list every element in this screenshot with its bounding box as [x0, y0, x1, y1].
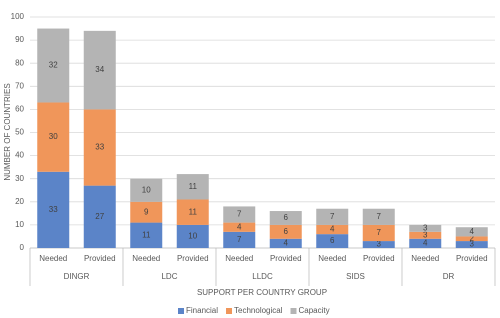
bar-segment: [316, 224, 349, 235]
value-label: 11: [189, 182, 198, 191]
y-tick-label: 90: [15, 35, 24, 44]
y-tick-label: 100: [11, 12, 25, 21]
bar-segment: [455, 241, 488, 248]
value-label: 27: [95, 212, 104, 221]
value-label: 11: [189, 207, 198, 216]
bar-segment: [316, 234, 349, 248]
bar-segment: [37, 171, 70, 248]
x-tick-label: Provided: [363, 254, 395, 263]
legend-label: Capacity: [299, 306, 330, 315]
bar-segment: [316, 208, 349, 225]
bar-segment: [223, 231, 256, 248]
bar-segment: [130, 178, 163, 202]
group-label: LLDC: [252, 272, 273, 281]
value-label: 2: [470, 234, 475, 243]
value-label: 3: [423, 223, 428, 232]
y-axis-title: NUMBER OF COUNTRIES: [3, 83, 12, 180]
bar-segment: [83, 185, 116, 248]
y-tick-label: 30: [15, 174, 24, 183]
value-label: 10: [142, 185, 151, 194]
value-label: 30: [49, 132, 58, 141]
value-label: 3: [470, 240, 475, 249]
bar-segment: [362, 241, 395, 248]
y-tick-label: 70: [15, 81, 24, 90]
value-label: 7: [237, 235, 242, 244]
bar-segment: [176, 224, 209, 248]
bar-segment: [223, 206, 256, 223]
x-tick-label: Needed: [318, 254, 346, 263]
bar-segment: [362, 224, 395, 242]
bar-segment: [409, 231, 442, 239]
legend-swatch: [290, 308, 297, 314]
x-tick-label: Provided: [177, 254, 209, 263]
x-tick-label: Provided: [84, 254, 116, 263]
y-tick-label: 20: [15, 197, 24, 206]
group-label: DINGR: [64, 272, 90, 281]
value-label: 9: [144, 207, 149, 216]
y-tick-label: 80: [15, 58, 24, 67]
value-label: 4: [237, 222, 242, 231]
value-label: 11: [142, 230, 151, 239]
value-label: 7: [377, 212, 382, 221]
value-label: 32: [49, 61, 58, 70]
bar-segment: [176, 199, 209, 225]
bar-segment: [409, 238, 442, 248]
bar-segment: [83, 30, 116, 110]
value-label: 4: [470, 227, 475, 236]
bar-segment: [269, 238, 302, 248]
value-label: 34: [95, 65, 104, 74]
value-label: 4: [330, 225, 335, 234]
value-label: 7: [237, 210, 242, 219]
legend-label: Technological: [234, 306, 283, 315]
value-label: 3: [377, 240, 382, 249]
value-label: 33: [95, 143, 104, 152]
y-tick-label: 0: [20, 243, 25, 252]
value-label: 4: [423, 238, 428, 247]
bar-segment: [455, 227, 488, 237]
value-label: 33: [49, 205, 58, 214]
bar-segment: [37, 102, 70, 172]
x-tick-label: Needed: [39, 254, 67, 263]
x-tick-label: Provided: [456, 254, 488, 263]
bar-segment: [130, 201, 163, 223]
bar-segment: [223, 222, 256, 232]
y-tick-label: 40: [15, 151, 24, 160]
value-label: 3: [423, 230, 428, 239]
group-label: SIDS: [346, 272, 365, 281]
x-tick-label: Needed: [132, 254, 160, 263]
group-label: DR: [443, 272, 455, 281]
bar-segment: [409, 224, 442, 232]
value-label: 6: [330, 236, 335, 245]
y-tick-label: 50: [15, 128, 24, 137]
value-label: 7: [330, 212, 335, 221]
x-tick-label: Provided: [270, 254, 302, 263]
x-tick-label: Needed: [411, 254, 439, 263]
value-label: 10: [188, 232, 197, 241]
bar-segment: [83, 109, 116, 186]
bar-segment: [269, 224, 302, 239]
value-label: 4: [284, 238, 289, 247]
y-tick-label: 10: [15, 220, 24, 229]
y-tick-label: 60: [15, 105, 24, 114]
bar-segment: [455, 236, 488, 242]
value-label: 6: [284, 213, 289, 222]
bar-segment: [130, 222, 163, 248]
group-label: LDC: [161, 272, 177, 281]
x-tick-label: Needed: [225, 254, 253, 263]
bar-segment: [362, 208, 395, 225]
x-axis-title: SUPPORT PER COUNTRY GROUP: [197, 288, 327, 297]
value-label: 6: [284, 227, 289, 236]
legend-label: Financial: [186, 306, 218, 315]
value-label: 7: [377, 228, 382, 237]
legend-swatch: [178, 308, 184, 314]
legend-swatch: [226, 308, 233, 314]
bar-segment: [269, 211, 302, 225]
bar-segment: [176, 174, 209, 200]
bar-segment: [37, 28, 70, 103]
